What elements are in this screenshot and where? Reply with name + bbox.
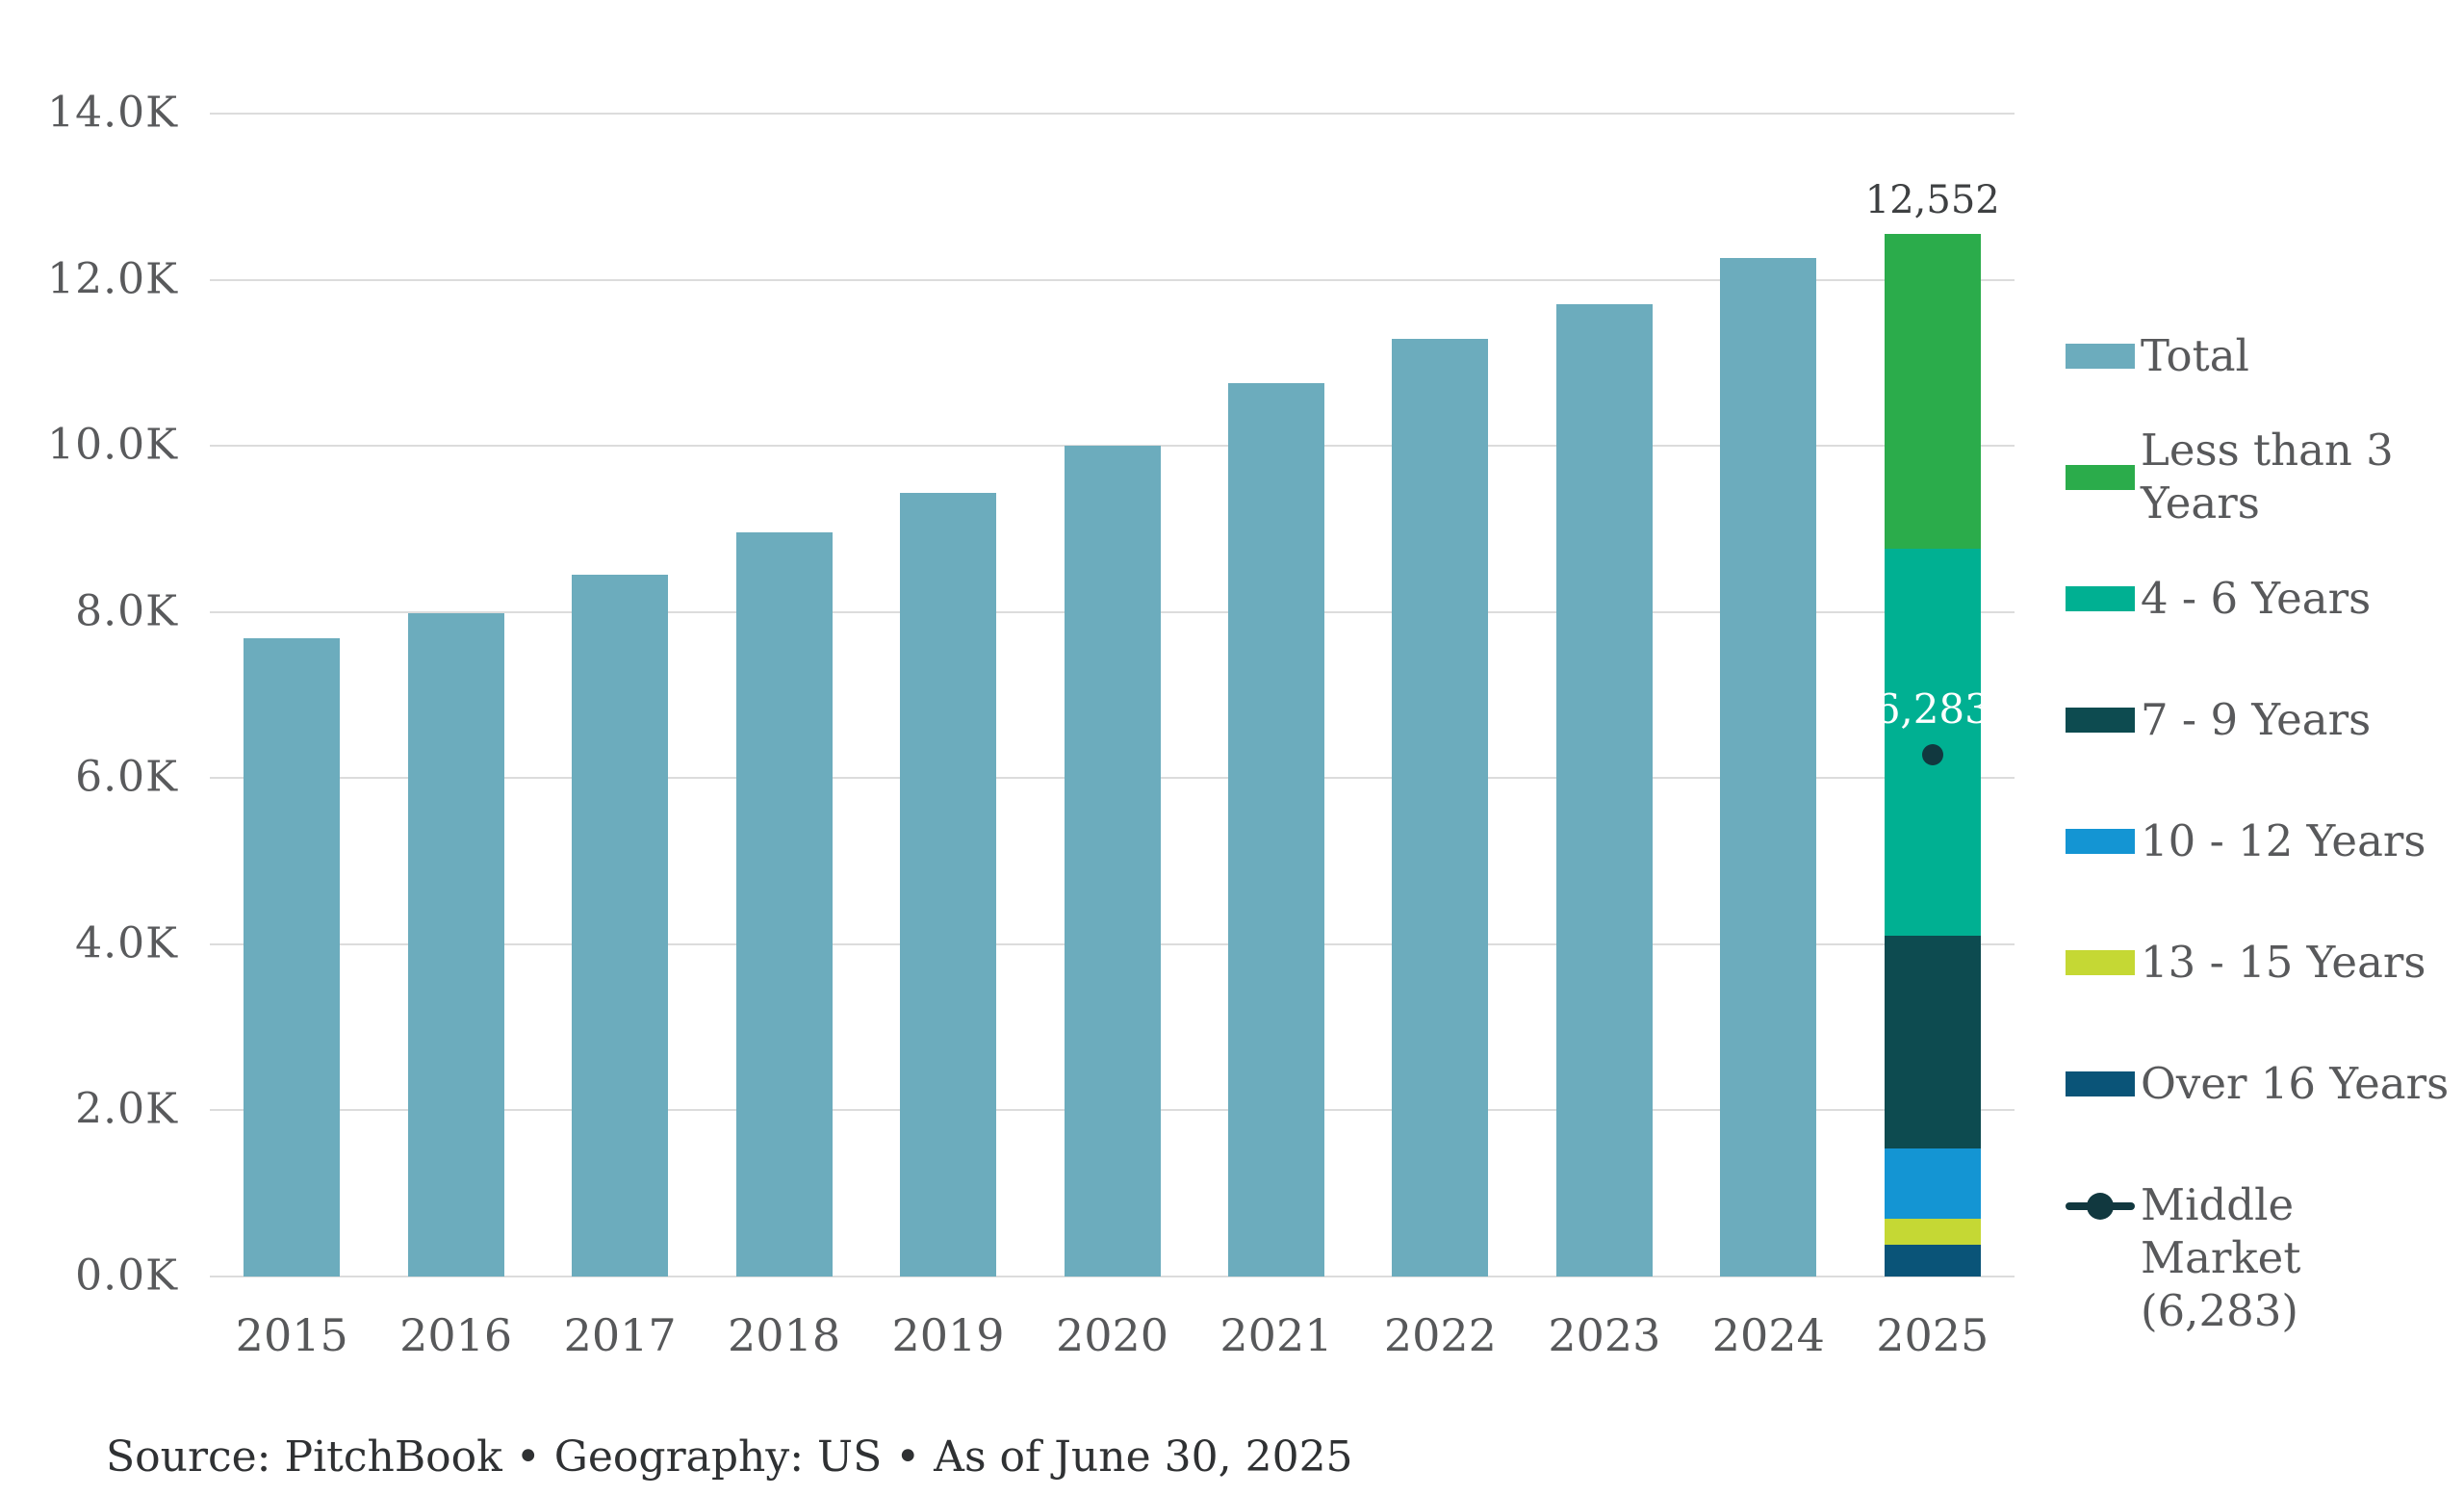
- x-axis-tick-label: 2016: [399, 1309, 513, 1361]
- total-bar: [1227, 382, 1324, 1277]
- y-axis-tick-label: 14.0K: [47, 88, 178, 138]
- x-axis-tick-label: 2020: [1055, 1309, 1169, 1361]
- legend-item-10-12-years: 10 - 12 Years: [2066, 781, 2464, 902]
- legend-swatch-icon: [2066, 708, 2135, 733]
- total-bar: [244, 638, 341, 1277]
- legend-item-over-16-years: Over 16 Years: [2066, 1023, 2464, 1145]
- line-dot-marker-icon: [2066, 1193, 2135, 1220]
- x-axis-tick-label: 2015: [235, 1309, 348, 1361]
- x-axis-tick-label: 2019: [891, 1309, 1005, 1361]
- legend-swatch-icon: [2066, 950, 2135, 975]
- source-note: Source: PitchBook • Geography: US • As o…: [106, 1432, 1353, 1482]
- legend-item-4-6-years: 4 - 6 Years: [2066, 538, 2464, 659]
- y-axis-tick-label: 10.0K: [47, 420, 178, 470]
- legend-swatch-icon: [2066, 586, 2135, 611]
- stacked-bar-segment: [1884, 549, 1981, 937]
- legend-swatch-icon: [2066, 344, 2135, 369]
- gridline: [210, 113, 2015, 115]
- x-axis-tick-label: 2018: [728, 1309, 841, 1361]
- legend-swatch-icon: [2066, 465, 2135, 490]
- x-axis-tick-label: 2021: [1219, 1309, 1333, 1361]
- stacked-bar-segment: [1884, 1219, 1981, 1246]
- legend-label: 13 - 15 Years: [2141, 936, 2426, 988]
- legend-item-13-15-years: 13 - 15 Years: [2066, 902, 2464, 1023]
- stack-total-label: 12,552: [1864, 177, 2000, 222]
- gridline: [210, 1276, 2015, 1277]
- gridline: [210, 278, 2015, 281]
- middle-market-value-label: 6,283: [1874, 684, 1990, 733]
- x-axis-tick-label: 2024: [1711, 1309, 1825, 1361]
- x-axis-tick-label: 2017: [563, 1309, 677, 1361]
- stacked-bar-segment: [1884, 936, 1981, 1149]
- legend-label: 4 - 6 Years: [2141, 572, 2372, 624]
- middle-market-dot: [1921, 743, 1943, 765]
- legend-item-total: Total: [2066, 296, 2464, 417]
- total-bar: [1064, 446, 1161, 1277]
- total-bar: [900, 493, 997, 1277]
- total-bar: [1720, 258, 1817, 1277]
- x-axis-tick-label: 2022: [1383, 1309, 1497, 1361]
- y-axis-tick-label: 0.0K: [75, 1251, 178, 1301]
- y-axis-tick-label: 2.0K: [75, 1084, 178, 1134]
- legend-swatch-icon: [2066, 1071, 2135, 1096]
- total-bar: [572, 574, 669, 1277]
- x-axis-tick-label: 2025: [1876, 1309, 1989, 1361]
- y-axis-tick-label: 6.0K: [75, 752, 178, 802]
- total-bar: [1392, 338, 1489, 1277]
- y-axis-tick-label: 12.0K: [47, 254, 178, 304]
- total-bar: [407, 612, 504, 1277]
- legend-item-middle-market: Middle Market (6,283): [2066, 1145, 2464, 1338]
- legend-label: Total: [2141, 329, 2249, 381]
- total-bar: [1555, 303, 1653, 1277]
- marker-dot: [2087, 1193, 2114, 1220]
- total-bar: [735, 531, 833, 1277]
- legend-swatch-icon: [2066, 829, 2135, 854]
- y-axis-tick-label: 8.0K: [75, 586, 178, 636]
- legend-item-7-9-years: 7 - 9 Years: [2066, 659, 2464, 781]
- stacked-bar-segment: [1884, 1148, 1981, 1220]
- y-axis-tick-label: 4.0K: [75, 918, 178, 968]
- legend-label: Over 16 Years: [2141, 1057, 2450, 1109]
- legend-label: 10 - 12 Years: [2141, 814, 2426, 866]
- stacked-bar-segment: [1884, 233, 1981, 550]
- x-axis-tick-label: 2023: [1548, 1309, 1661, 1361]
- legend-label: Middle Market (6,283): [2141, 1179, 2301, 1336]
- legend-item-less-than-3-years: Less than 3 Years: [2066, 417, 2464, 538]
- stacked-bar-segment: [1884, 1245, 1981, 1277]
- legend-label: Less than 3 Years: [2141, 425, 2394, 529]
- legend-label: 7 - 9 Years: [2141, 693, 2372, 745]
- legend: Total Less than 3 Years 4 - 6 Years 7 - 9 Y…: [2066, 296, 2464, 1338]
